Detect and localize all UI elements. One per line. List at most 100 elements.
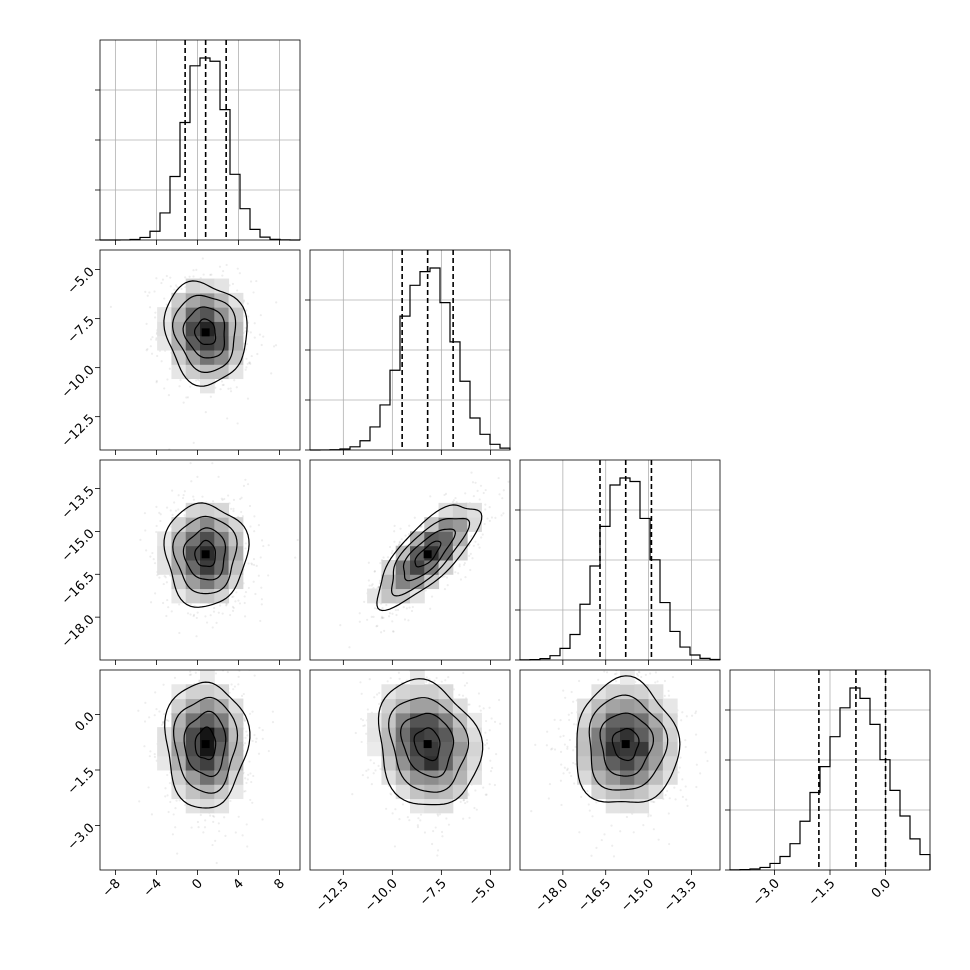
density-content — [530, 666, 709, 858]
scatter-point — [248, 361, 251, 364]
scatter-point — [243, 615, 247, 618]
scatter-point — [145, 549, 148, 552]
scatter-point — [155, 337, 158, 340]
scatter-point — [261, 729, 264, 732]
scatter-point — [472, 544, 475, 547]
scatter-point — [219, 604, 222, 607]
scatter-point — [667, 812, 670, 815]
scatter-point — [176, 852, 179, 855]
density-pixel — [214, 574, 230, 590]
y-tick-label: −10.0 — [59, 363, 98, 402]
scatter-point — [390, 793, 393, 796]
density-peak — [201, 550, 210, 559]
density-pixel — [438, 502, 454, 518]
scatter-point — [677, 771, 680, 774]
scatter-point — [485, 742, 489, 745]
scatter-point — [210, 273, 213, 276]
scatter-point — [398, 677, 401, 680]
density-pixel — [438, 755, 454, 771]
scatter-point — [375, 693, 379, 696]
scatter-point — [391, 612, 394, 615]
scatter-point — [562, 734, 565, 737]
scatter-point — [155, 708, 158, 711]
scatter-point — [694, 710, 698, 713]
scatter-point — [420, 525, 423, 528]
scatter-point — [477, 543, 480, 546]
scatter-point — [615, 672, 618, 675]
scatter-point — [214, 672, 218, 675]
density-pixel — [438, 727, 454, 742]
scatter-point — [445, 817, 448, 820]
scatter-point — [153, 755, 157, 758]
scatter-point — [704, 751, 707, 754]
scatter-point — [385, 807, 388, 810]
scatter-point — [260, 343, 263, 347]
scatter-point — [464, 576, 467, 579]
scatter-point — [184, 276, 187, 279]
scatter-point — [165, 581, 168, 584]
scatter-point — [436, 849, 440, 852]
scatter-point — [695, 763, 698, 766]
density-pixel — [648, 784, 664, 800]
scatter-point — [203, 826, 207, 829]
scatter-point — [162, 582, 165, 586]
scatter-point — [482, 491, 485, 495]
scatter-point — [706, 759, 709, 763]
density-pixel — [214, 545, 230, 561]
scatter-point — [252, 563, 256, 567]
scatter-point — [367, 579, 370, 582]
scatter-point — [156, 354, 159, 358]
scatter-point — [407, 619, 410, 622]
scatter-point — [424, 589, 427, 592]
scatter-point — [149, 345, 152, 348]
density-pixel — [605, 784, 621, 800]
scatter-point — [393, 845, 397, 848]
scatter-point — [416, 826, 420, 829]
density-pixel — [200, 278, 215, 294]
density-pixel — [381, 588, 397, 604]
scatter-point — [400, 538, 403, 541]
scatter-point — [159, 519, 162, 523]
scatter-point — [488, 706, 491, 709]
scatter-point — [253, 674, 256, 677]
density-pixel — [171, 755, 187, 771]
density-content — [139, 462, 299, 638]
scatter-point — [168, 782, 172, 785]
density-pixel — [200, 574, 215, 590]
density-pixel — [214, 712, 230, 728]
scatter-point — [498, 493, 501, 496]
scatter-point — [587, 803, 590, 806]
scatter-point — [471, 557, 474, 560]
density-pixel — [185, 335, 201, 351]
scatter-point — [377, 585, 380, 588]
scatter-point — [652, 800, 655, 803]
scatter-point — [467, 703, 470, 706]
scatter-point — [560, 803, 563, 807]
scatter-point — [213, 606, 216, 610]
scatter-point — [479, 709, 482, 712]
density-pixel — [157, 335, 172, 351]
scatter-point — [641, 666, 643, 668]
scatter-point — [673, 786, 676, 789]
x-tick-label: −10.0 — [362, 876, 401, 915]
scatter-point — [155, 338, 158, 341]
scatter-point — [473, 806, 476, 810]
scatter-point — [148, 306, 152, 309]
histogram-0 — [99, 57, 301, 241]
density-pixel — [171, 698, 187, 714]
scatter-point — [378, 582, 381, 585]
scatter-point — [484, 743, 487, 747]
density-pixel — [214, 517, 230, 532]
density-panel-0-3 — [99, 669, 301, 871]
scatter-point — [164, 787, 167, 790]
x-tick-label: −12.5 — [313, 876, 352, 915]
x-tick-label: 4 — [230, 876, 246, 892]
scatter-point — [600, 838, 603, 842]
scatter-point — [642, 824, 645, 827]
scatter-point — [493, 783, 497, 787]
density-pixel — [424, 798, 440, 814]
scatter-point — [512, 778, 514, 780]
hist-panel-1 — [305, 249, 511, 451]
scatter-point — [476, 489, 479, 492]
density-pixel — [185, 307, 201, 322]
